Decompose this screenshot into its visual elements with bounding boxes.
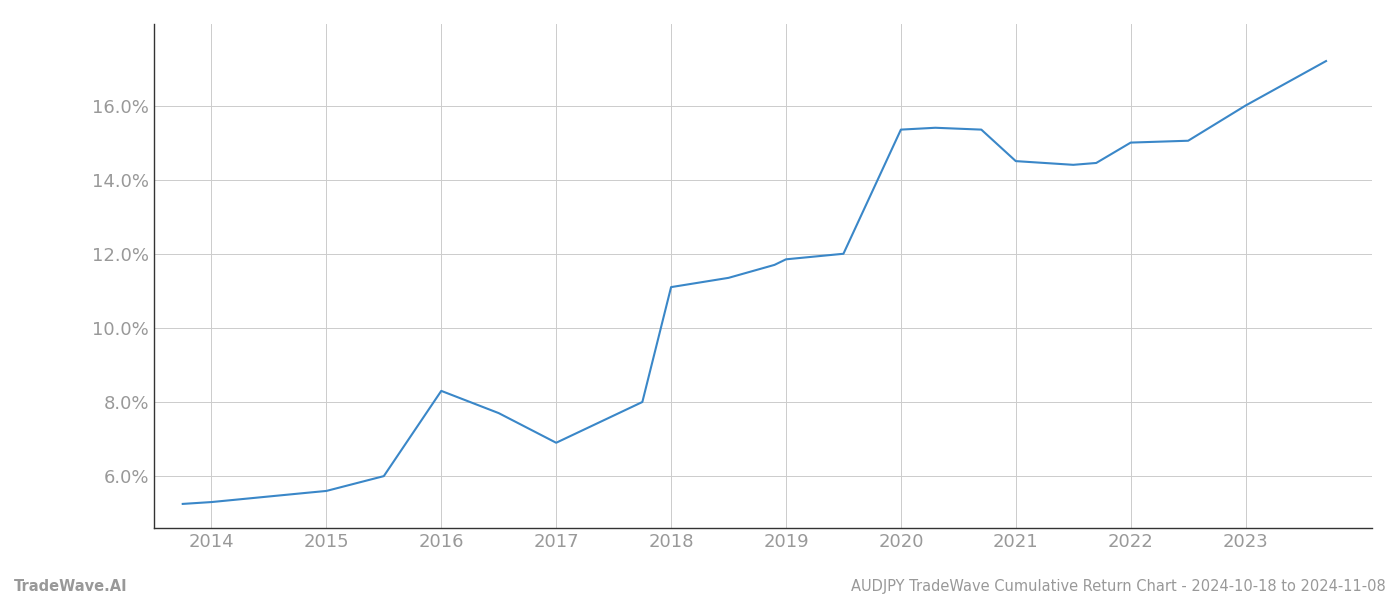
Text: TradeWave.AI: TradeWave.AI: [14, 579, 127, 594]
Text: AUDJPY TradeWave Cumulative Return Chart - 2024-10-18 to 2024-11-08: AUDJPY TradeWave Cumulative Return Chart…: [851, 579, 1386, 594]
